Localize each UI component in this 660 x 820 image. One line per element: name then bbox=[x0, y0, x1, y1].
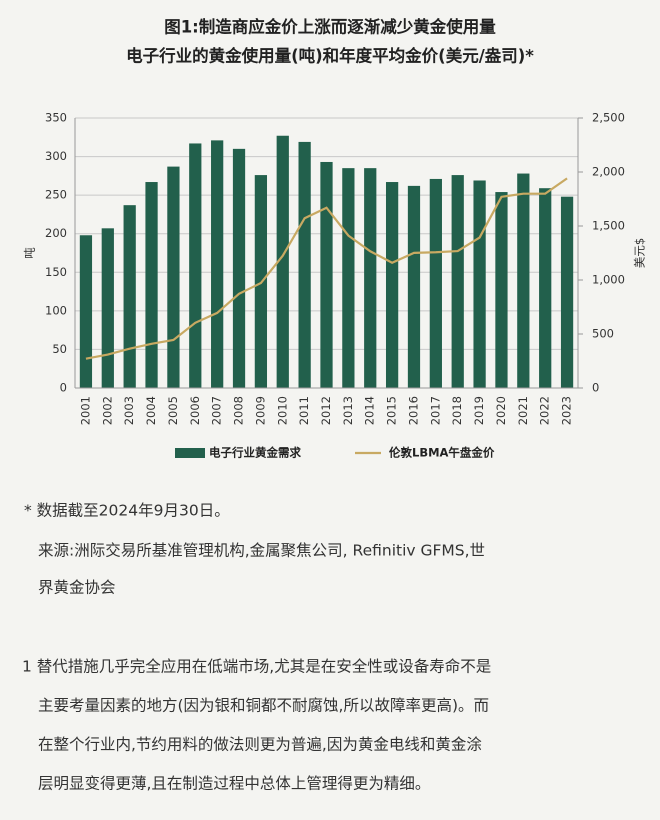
x-tick-label: 2016 bbox=[406, 396, 420, 425]
y2-axis-label: 美元$ bbox=[633, 238, 647, 268]
x-tick-label: 2001 bbox=[78, 396, 92, 425]
bar bbox=[189, 143, 202, 388]
x-tick-label: 2022 bbox=[538, 396, 552, 425]
x-tick-label: 2019 bbox=[472, 396, 486, 425]
bar bbox=[101, 228, 114, 388]
bar bbox=[407, 185, 421, 388]
y-tick-label: 100 bbox=[45, 303, 67, 317]
bar bbox=[79, 235, 93, 388]
bar bbox=[320, 161, 333, 388]
x-tick-label: 2003 bbox=[122, 396, 136, 425]
y2-tick-label: 0 bbox=[592, 381, 599, 395]
bar bbox=[211, 140, 224, 388]
bar bbox=[123, 205, 136, 388]
paragraph-line: 层明显变得更薄,且在制造过程中总体上管理得更为精细。 bbox=[38, 775, 430, 793]
source-line: 界黄金协会 bbox=[38, 579, 116, 597]
legend-label: 电子行业黄金需求 bbox=[209, 446, 301, 460]
x-tick-label: 2004 bbox=[144, 396, 158, 425]
y-tick-label: 200 bbox=[45, 226, 67, 240]
footnote: * 数据截至2024年9月30日。 bbox=[24, 502, 230, 520]
paragraph-line: 在整个行业内,节约用料的做法则更为普遍,因为黄金电线和黄金涂 bbox=[38, 736, 482, 754]
y2-tick-label: 1,000 bbox=[592, 273, 625, 287]
bar bbox=[495, 192, 508, 388]
x-tick-label: 2006 bbox=[188, 396, 202, 425]
y2-tick-label: 1,500 bbox=[592, 219, 625, 233]
chart-title: 图1:制造商应金价上涨而逐渐减少黄金使用量 bbox=[164, 17, 496, 37]
x-tick-label: 2012 bbox=[319, 396, 333, 425]
bar bbox=[342, 168, 355, 388]
y-tick-label: 0 bbox=[60, 381, 67, 395]
y-tick-label: 250 bbox=[45, 188, 67, 202]
x-tick-label: 2018 bbox=[450, 396, 464, 425]
y-tick-label: 150 bbox=[45, 265, 67, 279]
x-tick-label: 2007 bbox=[210, 396, 224, 425]
source-line: 来源:洲际交易所基准管理机构,金属聚焦公司, Refinitiv GFMS,世 bbox=[38, 542, 485, 560]
y-tick-label: 350 bbox=[45, 111, 67, 125]
x-tick-label: 2008 bbox=[232, 396, 246, 425]
x-tick-label: 2014 bbox=[363, 396, 377, 425]
bar bbox=[429, 178, 442, 388]
x-tick-label: 2011 bbox=[297, 396, 311, 425]
x-tick-label: 2009 bbox=[253, 396, 267, 425]
y2-tick-label: 2,500 bbox=[592, 111, 625, 125]
bar bbox=[276, 135, 289, 388]
bar bbox=[298, 141, 311, 388]
bar bbox=[145, 182, 158, 388]
x-tick-label: 2017 bbox=[428, 396, 442, 425]
paragraph-line: 主要考量因素的地方(因为银和铜都不耐腐蚀,所以故障率更高)。而 bbox=[38, 697, 489, 715]
paragraph-line: 1 替代措施几乎完全应用在低端市场,尤其是在安全性或设备寿命不是 bbox=[22, 657, 491, 676]
bar bbox=[385, 182, 399, 388]
y-axis-label: 吨 bbox=[23, 247, 37, 259]
bar bbox=[451, 175, 464, 388]
y-tick-label: 50 bbox=[52, 342, 67, 356]
x-tick-label: 2020 bbox=[494, 396, 508, 425]
line bbox=[85, 177, 568, 360]
bar bbox=[539, 188, 552, 388]
legend-swatch bbox=[175, 448, 205, 458]
y2-tick-label: 2,000 bbox=[592, 165, 625, 179]
x-tick-label: 2002 bbox=[100, 396, 114, 425]
x-tick-label: 2010 bbox=[275, 396, 289, 425]
x-tick-label: 2015 bbox=[385, 396, 399, 425]
x-tick-label: 2013 bbox=[341, 396, 355, 425]
y-tick-label: 300 bbox=[45, 149, 67, 163]
legend-label: 伦敦LBMA午盘金价 bbox=[389, 446, 495, 460]
x-tick-label: 2005 bbox=[166, 396, 180, 425]
x-tick-label: 2021 bbox=[516, 396, 530, 425]
x-tick-label: 2023 bbox=[560, 396, 574, 425]
bar bbox=[473, 180, 486, 388]
bar bbox=[560, 196, 574, 388]
bar bbox=[364, 168, 377, 388]
bar bbox=[517, 173, 530, 388]
chart-subtitle: 电子行业的黄金使用量(吨)和年度平均金价(美元/盎司)* bbox=[126, 46, 534, 66]
bar bbox=[167, 166, 180, 388]
y2-tick-label: 500 bbox=[592, 327, 614, 341]
bar bbox=[232, 148, 246, 388]
